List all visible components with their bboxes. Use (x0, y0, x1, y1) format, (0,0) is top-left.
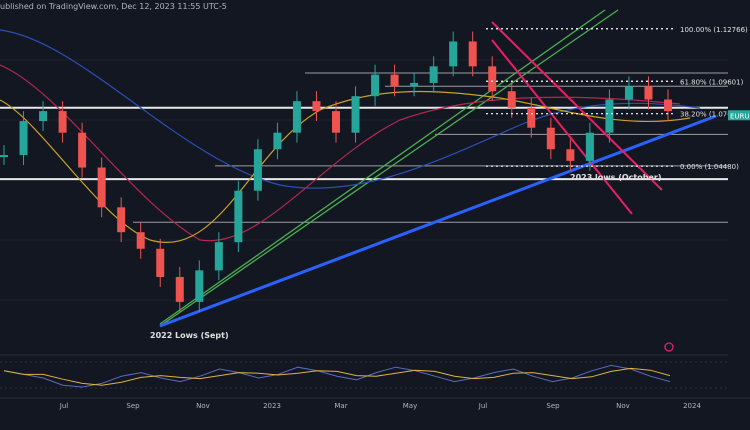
candle-body-11 (214, 242, 223, 271)
x-tick-7: Sep (546, 402, 560, 410)
candle-body-23 (449, 41, 458, 67)
candle-body-15 (292, 101, 301, 133)
uptrend-line-upper (159, 9, 619, 327)
candle-body-4 (78, 132, 87, 168)
candle-body-24 (468, 41, 477, 67)
candle-body-0 (0, 155, 8, 158)
fib-label-0: 100.00% (1.12766) (680, 26, 748, 34)
candle-body-21 (410, 82, 419, 87)
candle-body-18 (351, 96, 360, 133)
x-tick-3: 2023 (263, 402, 281, 410)
candle-body-25 (488, 66, 497, 92)
support-trend-line (159, 114, 717, 328)
candle-body-29 (566, 149, 575, 161)
published-caption: ublished on TradingView.com, Dec 12, 202… (0, 2, 227, 11)
x-tick-9: 2024 (683, 402, 701, 410)
price-tag (728, 110, 750, 121)
candle-body-31 (605, 99, 614, 133)
candle-body-30 (585, 132, 594, 161)
candle-body-8 (156, 248, 165, 277)
fib-label-2: 38.20% (1.07645) (680, 111, 744, 119)
moving-average-mid (0, 64, 681, 242)
candle-body-34 (664, 99, 672, 112)
fib-label-3: 0.00% (1.04480) (680, 163, 739, 171)
rsi-signal-line (3, 367, 671, 386)
candle-body-17 (332, 111, 340, 133)
candle-body-16 (312, 101, 321, 112)
candle-body-32 (624, 86, 633, 100)
candle-body-22 (429, 66, 438, 83)
x-tick-4: Mar (334, 402, 347, 410)
candle-body-9 (175, 276, 184, 302)
candle-body-28 (546, 127, 555, 150)
candle-body-20 (390, 74, 399, 87)
candle-body-19 (371, 74, 380, 97)
channel-line-upper (491, 21, 663, 191)
candle-body-12 (234, 190, 243, 243)
annotation-2023-lows: 2023 lows (October) (570, 173, 662, 182)
candle-body-33 (644, 86, 653, 100)
x-tick-1: Sep (126, 402, 140, 410)
candle-body-5 (97, 167, 106, 208)
uptrend-line-lower (159, 9, 606, 325)
annotation-2022-lows: 2022 Lows (Sept) (150, 331, 229, 340)
moving-average-long (0, 29, 701, 189)
fib-label-1: 61.80% (1.09601) (680, 78, 744, 86)
price-tag-label: EURUSD (730, 112, 750, 120)
candle-body-14 (273, 132, 282, 150)
candle-body-1 (19, 121, 28, 156)
candle-body-2 (39, 111, 48, 122)
candle-body-10 (195, 270, 204, 302)
candle-body-3 (58, 111, 67, 133)
candle-body-7 (136, 232, 145, 249)
channel-line-lower (491, 39, 633, 215)
candle-body-26 (507, 91, 516, 108)
x-tick-5: May (403, 402, 417, 410)
candle-body-13 (253, 149, 262, 191)
x-tick-2: Nov (196, 402, 210, 410)
x-tick-6: Jul (478, 402, 488, 410)
x-tick-8: Nov (616, 402, 630, 410)
candle-body-6 (117, 207, 126, 233)
rsi-line (3, 364, 671, 388)
replay-icon[interactable] (664, 342, 674, 352)
candle-body-27 (527, 107, 536, 128)
x-tick-0: Jul (59, 402, 69, 410)
